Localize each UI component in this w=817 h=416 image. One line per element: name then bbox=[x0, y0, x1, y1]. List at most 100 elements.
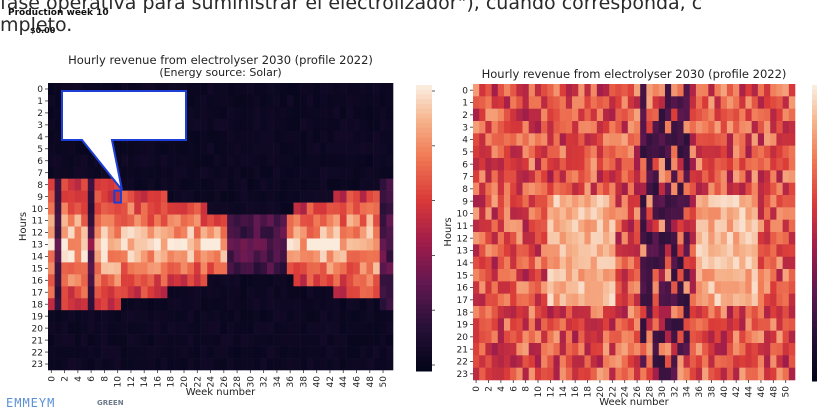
heatmap2-cell bbox=[664, 145, 672, 159]
heatmap1-cell bbox=[300, 262, 308, 275]
heatmap2-cell bbox=[770, 182, 777, 196]
x-tick-label: 42 bbox=[732, 386, 742, 397]
heatmap1-cell bbox=[260, 310, 268, 323]
heatmap1-cell bbox=[227, 358, 235, 371]
heatmap1-cell bbox=[107, 190, 115, 203]
heatmap2-cell bbox=[516, 244, 523, 257]
heatmap1-cell bbox=[167, 286, 175, 299]
heatmap2-cell bbox=[497, 170, 505, 183]
heatmap1-cell bbox=[373, 94, 381, 108]
heatmap2-cell bbox=[720, 318, 728, 331]
heatmap2-cell bbox=[708, 219, 715, 233]
heatmap1-cell bbox=[373, 286, 381, 299]
heatmap2-cell bbox=[726, 170, 734, 183]
heatmap2-cell bbox=[720, 84, 728, 97]
heatmap1-cell bbox=[127, 238, 135, 251]
heatmap2-cell bbox=[547, 96, 554, 109]
heatmap2-cell bbox=[596, 256, 604, 270]
heatmap2-cell bbox=[603, 269, 610, 282]
heatmap1-cell bbox=[240, 166, 248, 179]
colorbar2-segment bbox=[812, 371, 817, 377]
heatmap2-cell bbox=[603, 182, 610, 196]
heatmap2-cell bbox=[733, 121, 740, 134]
heatmap2-cell bbox=[739, 145, 746, 159]
heatmap1-cell bbox=[260, 202, 268, 215]
heatmap1-cell bbox=[253, 310, 261, 323]
heatmap1-cell bbox=[346, 94, 354, 108]
heatmap1-cell bbox=[48, 250, 55, 263]
heatmap2-cell bbox=[596, 121, 604, 134]
heatmap1-cell bbox=[54, 358, 62, 371]
heatmap2-cell bbox=[503, 269, 511, 282]
heatmap1-cell bbox=[227, 142, 235, 156]
heatmap1-cell bbox=[120, 214, 128, 227]
y-tick-label: 5 bbox=[37, 145, 43, 155]
heatmap1-cell bbox=[339, 118, 347, 132]
heatmap2-cell bbox=[473, 207, 480, 220]
heatmap1-cell bbox=[200, 178, 208, 191]
heatmap2-cell bbox=[534, 367, 542, 381]
heatmap1-cell bbox=[54, 83, 62, 96]
heatmap2-cell bbox=[782, 306, 790, 319]
colorbar2-segment bbox=[812, 154, 817, 160]
heatmap2-cell bbox=[757, 269, 765, 282]
heatmap1-cell bbox=[87, 358, 95, 371]
heatmap2-cell bbox=[590, 293, 598, 307]
heatmap2-cell bbox=[590, 96, 598, 109]
heatmap2-cell bbox=[615, 195, 622, 208]
heatmap1-cell bbox=[213, 334, 221, 347]
heatmap1-cell bbox=[67, 178, 75, 191]
heatmap2-cell bbox=[751, 182, 759, 196]
heatmap2-cell bbox=[503, 182, 511, 196]
heatmap2-cell bbox=[553, 269, 560, 282]
heatmap2-cell bbox=[615, 343, 622, 356]
heatmap1-cell bbox=[240, 298, 248, 311]
heatmap2-cell bbox=[739, 108, 746, 122]
heatmap2-cell bbox=[708, 121, 715, 134]
heatmap2-cell bbox=[528, 84, 536, 97]
heatmap2-cell bbox=[603, 195, 610, 208]
heatmap2-cell bbox=[565, 330, 573, 344]
heatmap1-cell bbox=[373, 142, 381, 156]
heatmap1-cell bbox=[240, 154, 248, 168]
heatmap1-cell bbox=[353, 322, 361, 335]
heatmap1-cell bbox=[200, 298, 208, 311]
colorbar1-segment bbox=[416, 337, 432, 343]
heatmap1-cell bbox=[213, 94, 221, 108]
heatmap2-cell bbox=[473, 158, 480, 171]
heatmap1-cell bbox=[167, 334, 175, 347]
y-tick-label: 20 bbox=[32, 324, 44, 334]
heatmap2-cell bbox=[695, 343, 703, 356]
heatmap1-cell bbox=[114, 274, 122, 287]
heatmap1-cell bbox=[48, 274, 55, 287]
heatmap2-cell bbox=[578, 121, 585, 134]
heatmap1-cell bbox=[120, 274, 128, 287]
heatmap2-cell bbox=[788, 306, 796, 319]
colorbar2-segment bbox=[812, 272, 817, 278]
heatmap2-cell bbox=[565, 244, 573, 257]
heatmap2-cell bbox=[621, 269, 629, 282]
heatmap1-cell bbox=[260, 190, 268, 203]
heatmap2-cell bbox=[757, 244, 765, 257]
heatmap2-cell bbox=[652, 121, 660, 134]
heatmap2-cell bbox=[627, 281, 635, 294]
colorbar1-segment bbox=[416, 266, 432, 272]
heatmap2-cell bbox=[565, 108, 573, 122]
heatmap2-cell bbox=[603, 158, 610, 171]
colorbar1-segment bbox=[416, 223, 432, 229]
heatmap1-cell bbox=[286, 226, 294, 239]
heatmap1-cell bbox=[207, 286, 215, 299]
heatmap2-cell bbox=[726, 281, 734, 294]
heatmap1-cell bbox=[227, 274, 235, 287]
heatmap1-cell bbox=[286, 130, 294, 144]
heatmap2-cell bbox=[646, 145, 653, 159]
heatmap2-cell bbox=[733, 318, 740, 331]
heatmap2-cell bbox=[702, 121, 709, 134]
heatmap2-cell bbox=[503, 256, 511, 270]
heatmap2-cell bbox=[776, 318, 783, 331]
heatmap1-cell bbox=[220, 286, 228, 299]
heatmap2-cell bbox=[788, 281, 796, 294]
heatmap2-cell bbox=[770, 195, 777, 208]
heatmap1-cell bbox=[48, 154, 55, 168]
heatmap1-cell bbox=[114, 250, 122, 263]
